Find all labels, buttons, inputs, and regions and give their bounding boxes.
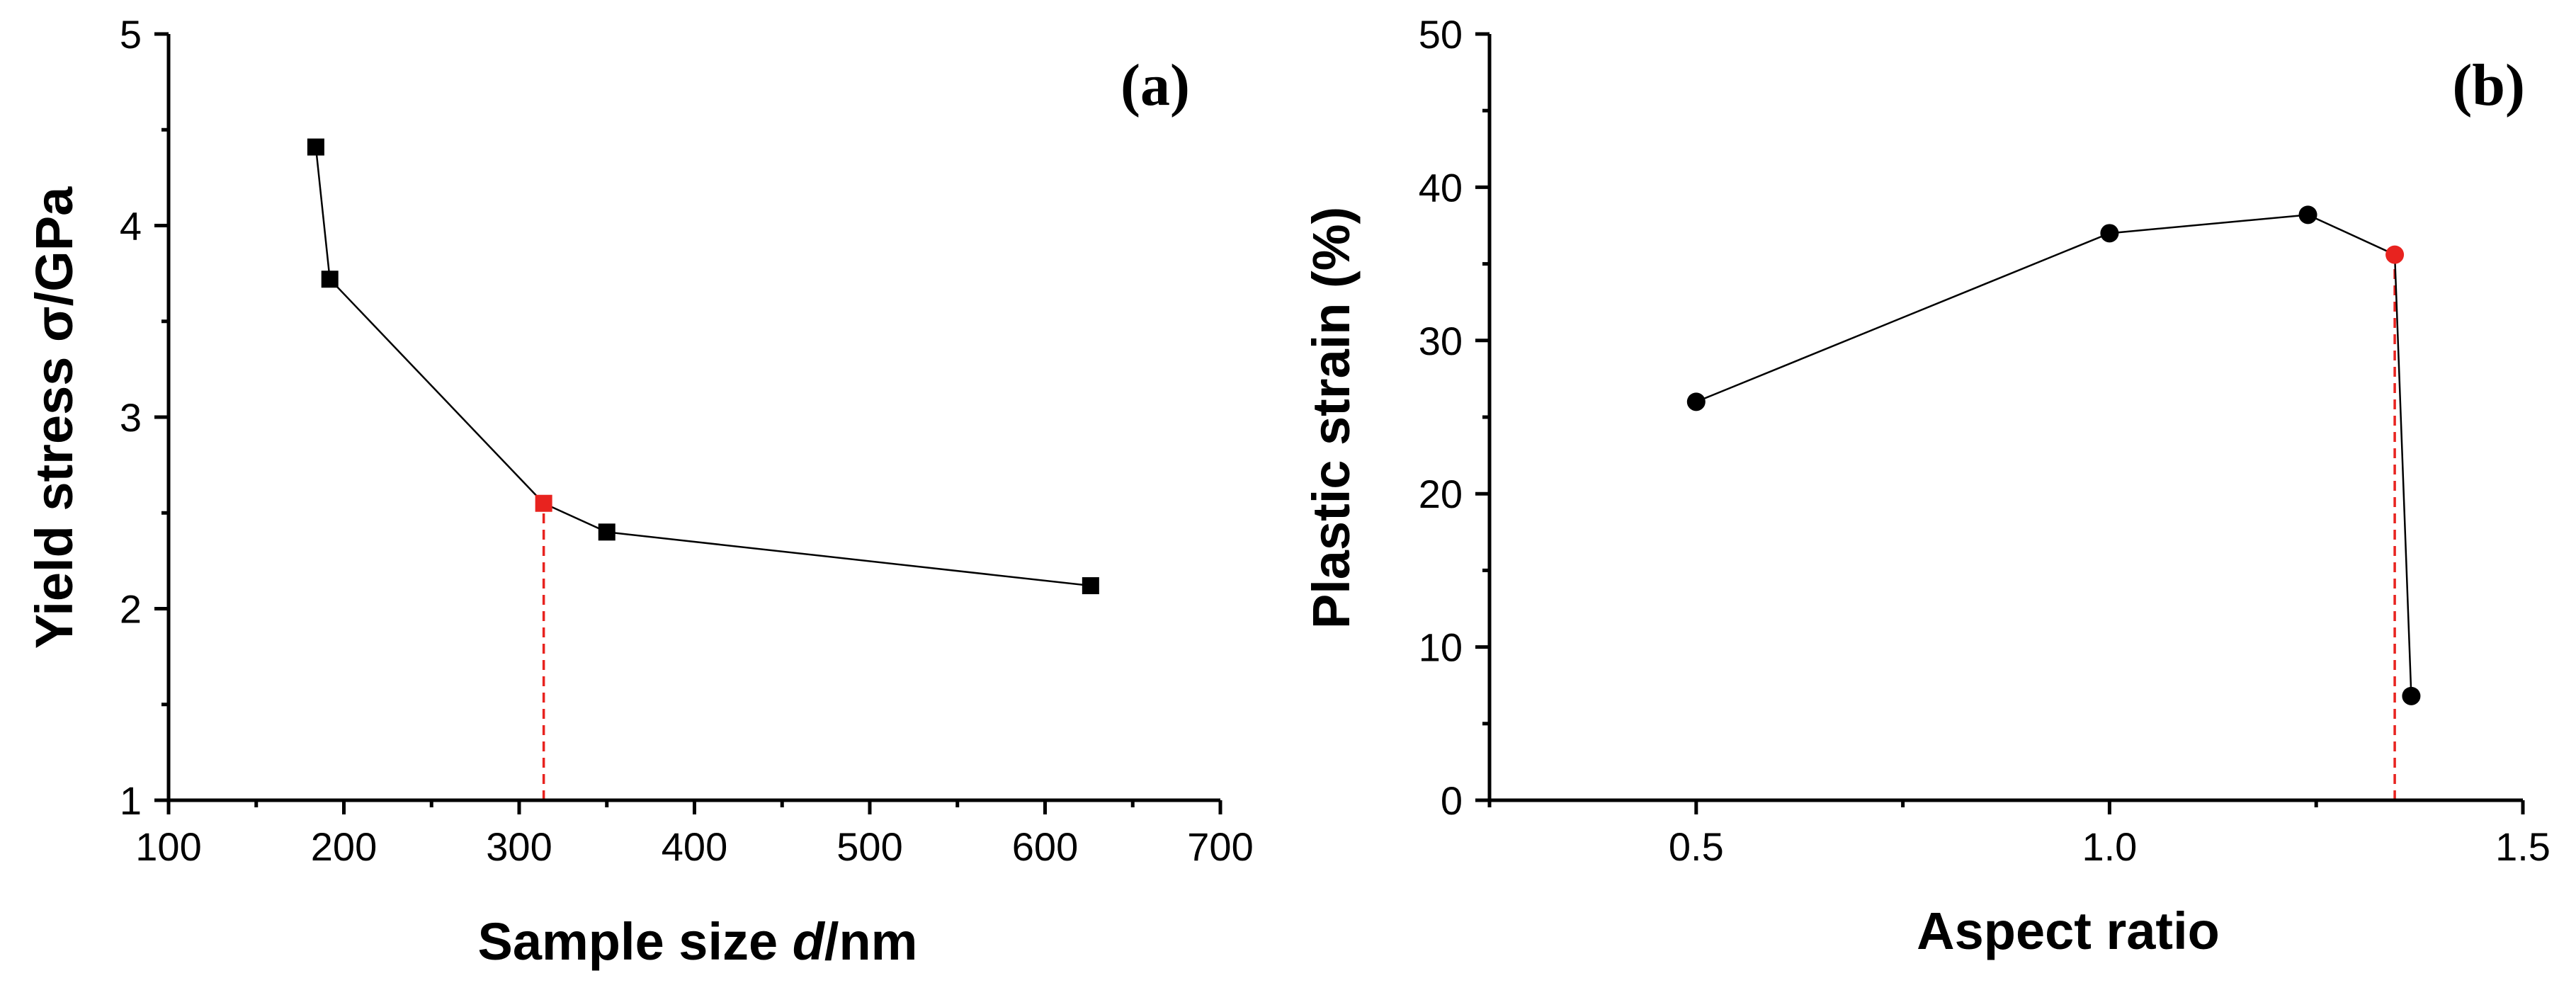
data-point-b <box>1686 392 1706 411</box>
x-axis-title-a: Sample size d/nm <box>478 912 918 971</box>
x-tick-label-a: 300 <box>486 824 552 869</box>
panel-b-plastic-strain-chart: 0.5 1.0 1.5 0 10 20 30 40 50 (b) Aspect ratio Pl… <box>1302 12 2551 960</box>
y-tick-label-a: 4 <box>120 204 142 249</box>
y-tick-label-b: 10 <box>1419 625 1463 670</box>
data-point-a <box>321 271 339 288</box>
y-tick-label-b: 40 <box>1419 165 1463 210</box>
panel-label-b: (b) <box>2452 52 2525 118</box>
x-tick-label-a: 400 <box>662 824 727 869</box>
y-tick-label-b: 50 <box>1419 12 1463 57</box>
series-line-b <box>1696 214 2412 696</box>
data-point-b <box>2385 245 2405 264</box>
x-tick-label-a: 700 <box>1187 824 1253 869</box>
y-tick-label-b: 0 <box>1441 778 1463 823</box>
panel-label-a: (a) <box>1120 52 1190 118</box>
x-tick-label-b: 0.5 <box>1669 824 1724 869</box>
y-tick-label-a: 5 <box>120 12 142 57</box>
data-point-b <box>2100 224 2119 243</box>
data-point-a <box>535 494 552 512</box>
data-point-a <box>598 523 615 541</box>
panel-a-yield-stress-chart: 100 200 300 400 500 600 700 1 2 3 4 5 (a) Sample si… <box>25 12 1254 971</box>
data-point-a <box>307 138 324 156</box>
x-tick-label-a: 100 <box>135 824 201 869</box>
y-tick-label-b: 20 <box>1419 472 1463 516</box>
x-axis-title-b: Aspect ratio <box>1917 902 2220 960</box>
x-tick-label-a: 600 <box>1012 824 1078 869</box>
y-axis-title-b: Plastic strain (%) <box>1302 207 1361 629</box>
data-point-b <box>2298 205 2317 224</box>
x-tick-label-b: 1.0 <box>2082 824 2137 869</box>
y-tick-label-a: 1 <box>120 778 142 823</box>
x-tick-label-a: 500 <box>836 824 902 869</box>
y-tick-label-b: 30 <box>1419 319 1463 363</box>
data-point-a <box>1082 577 1099 595</box>
y-tick-label-a: 3 <box>120 395 142 440</box>
y-axis-title-a: Yield stress σ/GPa <box>25 186 84 649</box>
x-tick-label-a: 200 <box>311 824 377 869</box>
data-point-b <box>2402 686 2421 705</box>
y-tick-label-a: 2 <box>120 587 142 632</box>
x-tick-label-b: 1.5 <box>2495 824 2551 869</box>
series-line-a <box>314 147 1091 587</box>
